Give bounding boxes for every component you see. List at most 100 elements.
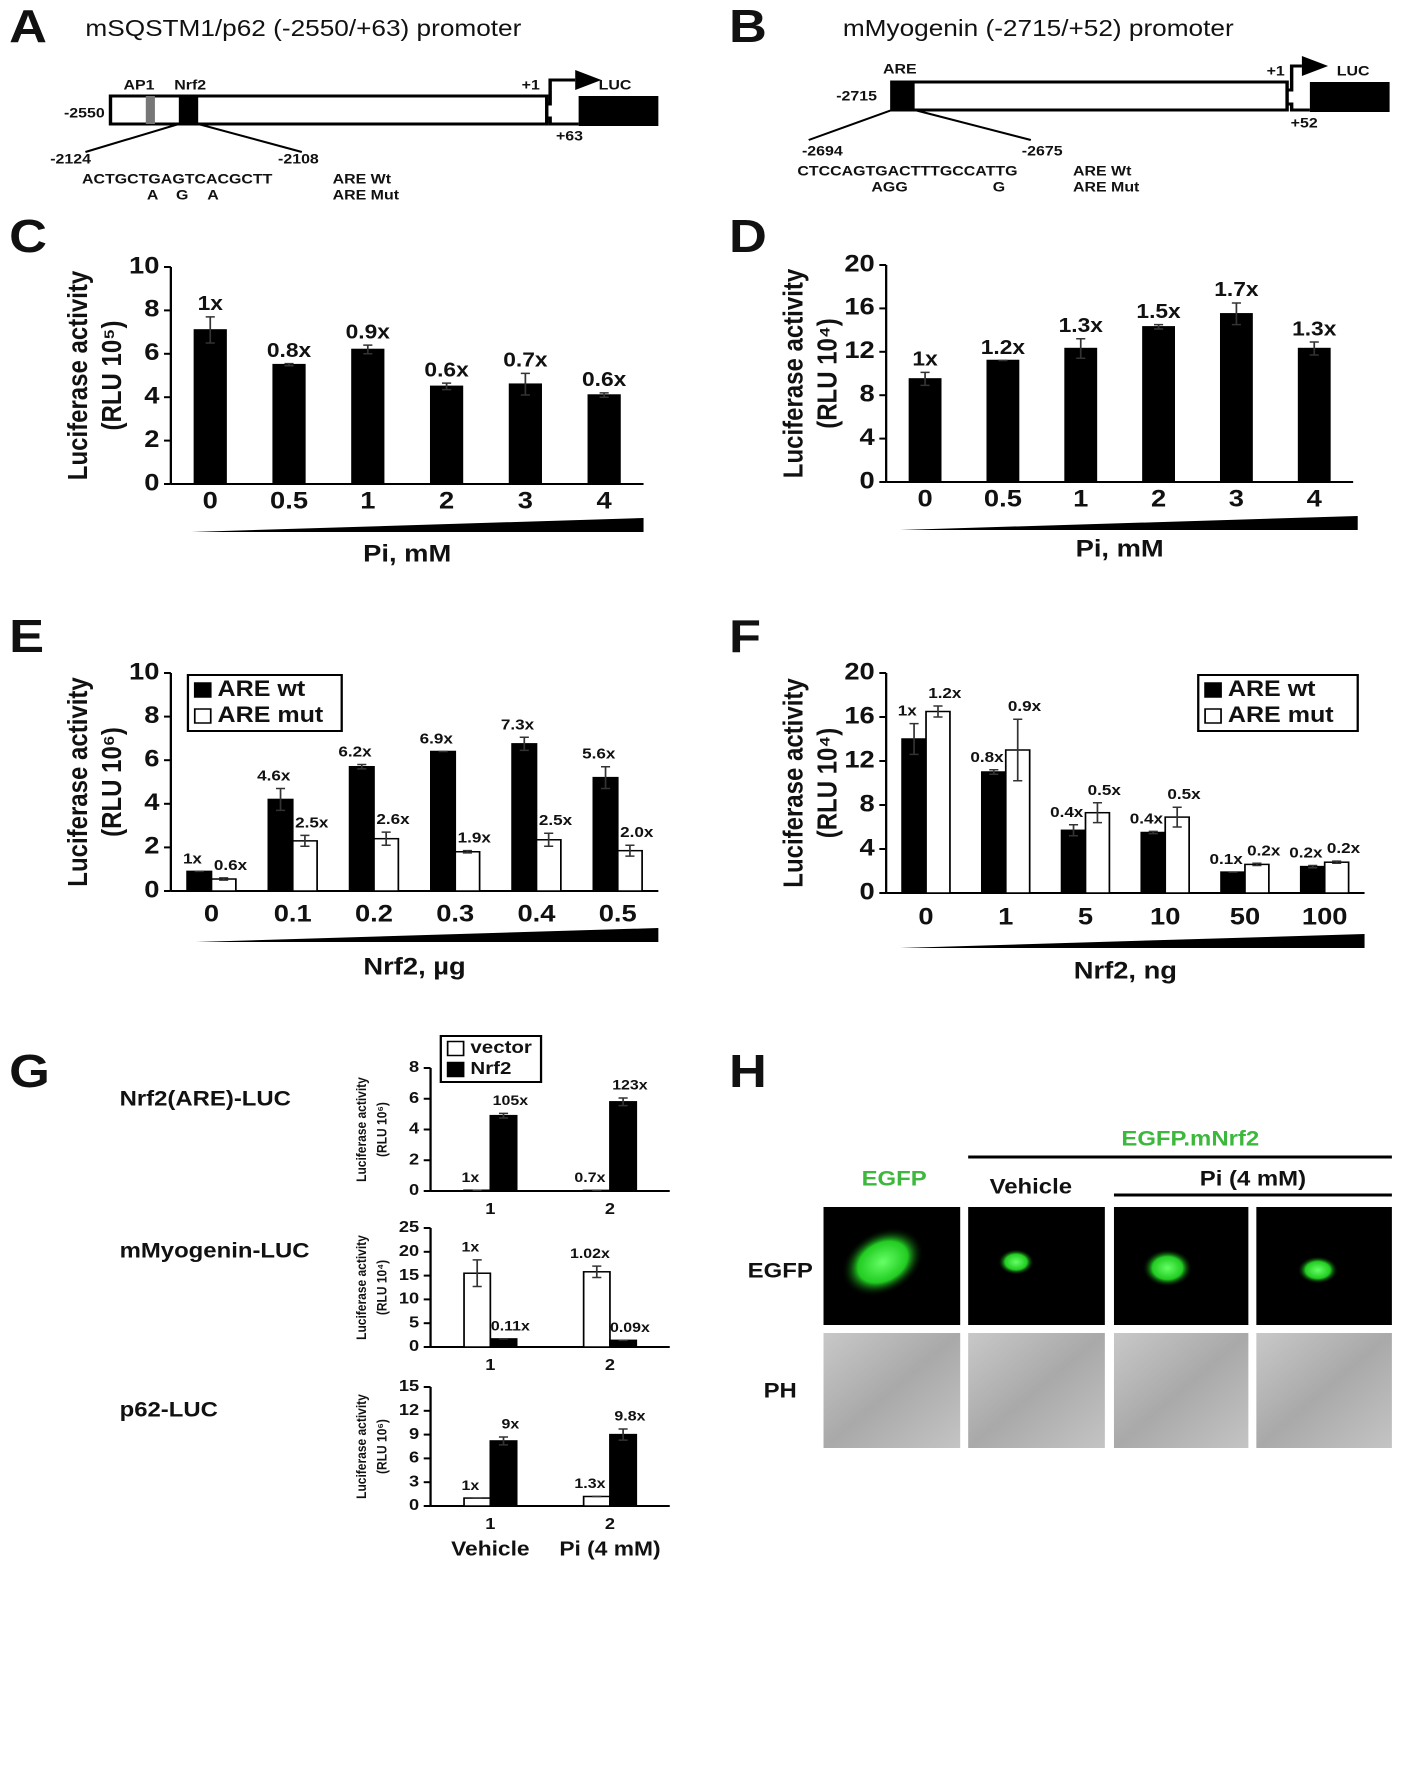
bar [272,363,306,485]
y-tick-label: 9 [409,1424,419,1443]
fold-label: 123x [612,1078,648,1094]
y-tick-label: 8 [144,296,159,322]
bar [1060,829,1087,894]
fold-label: 7.3x [501,716,534,733]
fold-label: 0.7x [574,1170,606,1186]
bar [373,837,400,892]
fold-label: 1x [461,1239,479,1255]
fold-label: 1.5x [1136,300,1180,322]
error-bar [544,832,554,848]
x-tick-label: 1 [998,904,1013,930]
diagram-b: B mMyogenin (-2715/+52) promoter ARE +1 … [729,1,1390,195]
column-header: EGFP [862,1167,927,1190]
ramp-wedge [899,934,1365,948]
y-axis-unit: (RLU 10⁴) [813,728,843,839]
nucleus [1297,1256,1339,1284]
zoom-lines [808,109,1032,141]
y-axis-unit: (RLU 10⁴) [813,318,843,429]
fold-label: 1.2x [981,336,1025,358]
error-bar [1092,802,1103,824]
y-tick-label: 12 [844,338,874,364]
legend-box [186,674,343,732]
fold-label: 0.8x [267,339,311,361]
error-bar [600,765,611,790]
mutation: AGG [871,180,907,196]
error-bar [599,392,609,398]
error-bar [1154,323,1164,330]
are-box [891,82,915,110]
group-header: EGFP.mNrf2 [1121,1127,1259,1150]
sequence: CTCCAGTGACTTTGCCATTG [797,164,1017,180]
bar [1219,313,1253,483]
y-tick-label: 8 [144,702,159,728]
y-tick-label: 0 [409,1336,419,1355]
error-bar [618,1097,628,1107]
bar [1142,326,1175,483]
x-tick-label: 4 [1307,486,1323,512]
y-tick-label: 20 [844,659,874,685]
sequence: ACTGCTGAGTCACGCTT [82,172,272,188]
fold-label: 1.3x [574,1476,606,1492]
y-axis-unit: (RLU 10⁴) [374,1260,390,1315]
y-tick-label: 20 [844,251,874,277]
promoter [890,80,1289,112]
y-tick-label: 2 [144,833,159,859]
x-tick-label: 0.5 [599,901,637,927]
row-label: ARE Wt [1073,164,1131,180]
x-tick-label: 1 [485,1355,496,1374]
x-tick-label: 0.4 [517,901,556,927]
error-bar [363,344,373,355]
bar [351,348,385,485]
fold-label: 9.8x [614,1409,646,1425]
y-axis-label: Luciferase activity [779,678,809,888]
y-tick-label: 4 [144,790,160,816]
bar [511,743,538,892]
y-tick-label: 3 [409,1471,419,1490]
y-tick-label: 0 [860,468,875,494]
bar [587,394,621,485]
bar [463,1497,492,1507]
panel-letter: B [729,1,767,52]
fold-label: 6.9x [420,730,453,747]
fold-label: 1x [461,1170,479,1186]
fold-label: 2.6x [376,811,409,828]
x-tick-label: 0 [204,901,219,927]
error-bar [462,849,472,854]
error-bar [442,382,452,391]
y-tick-label: 12 [399,1400,419,1419]
arrowhead [575,70,602,90]
fold-label: 0.5x [1167,786,1200,803]
error-bar [1231,302,1241,326]
error-bar [989,769,999,775]
bar [193,329,227,485]
fold-label: 0.6x [214,857,247,874]
bar [1297,347,1331,483]
y-tick-label: 4 [409,1119,420,1138]
bar [1323,861,1350,894]
panel-letter: F [729,611,761,662]
bar [1244,863,1270,894]
error-bar [1172,806,1182,828]
x-tick-label: 10 [1150,904,1180,930]
micrograph [968,1333,1105,1448]
micrograph [968,1207,1105,1325]
error-bar [1308,864,1318,869]
bar [291,840,318,892]
fold-label: 0.4x [1050,804,1083,821]
label: -2108 [278,152,319,168]
label: -2675 [1022,144,1063,160]
micrograph [823,1333,961,1448]
bar [429,385,464,485]
y-tick-label: 6 [144,340,159,366]
x-tick-label: 0.5 [270,488,308,514]
error-bar [625,844,635,857]
error-bar [498,1112,509,1119]
error-bar [381,831,391,846]
x-tick-label: 0.3 [436,901,474,927]
y-tick-label: 10 [129,659,159,685]
fold-label: 0.6x [424,359,468,381]
y-tick-label: 2 [409,1150,419,1169]
y-tick-label: 4 [860,424,876,450]
tss-arrow [1287,64,1310,112]
